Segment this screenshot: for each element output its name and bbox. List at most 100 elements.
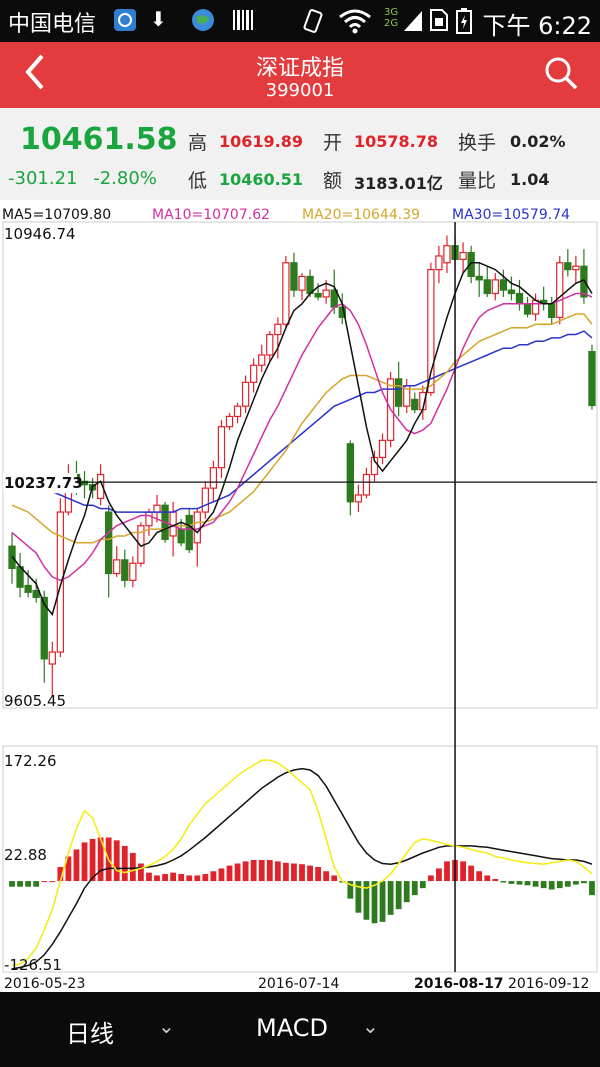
candle-body — [233, 405, 242, 418]
crosshair-value-bg — [3, 473, 77, 494]
macd-bar — [73, 849, 80, 882]
battery-icon — [456, 7, 472, 40]
macd-bar — [484, 875, 491, 882]
candle-body — [515, 292, 524, 305]
stock-chart[interactable]: MA5=10709.80 MA10=10707.62 MA20=10644.39… — [0, 200, 600, 992]
macd-bar — [162, 874, 168, 882]
candle-body — [362, 473, 371, 496]
crosshair[interactable]: 10237.73 — [3, 222, 597, 972]
candle-body — [467, 251, 475, 278]
macd-bar — [508, 881, 515, 884]
macd-bar — [556, 881, 563, 889]
candle-body — [274, 323, 282, 336]
app-header: 深证成指 399001 — [0, 42, 600, 108]
low-value: 10460.51 — [219, 170, 304, 189]
ma10-line — [11, 292, 593, 582]
search-button[interactable] — [544, 56, 578, 90]
candle-body — [475, 275, 483, 281]
candle-body — [531, 299, 540, 315]
macd-bar — [411, 881, 418, 896]
macd-bar — [178, 874, 185, 882]
volratio-label: 量比 — [458, 170, 497, 192]
macd-bar — [218, 868, 225, 882]
candle-body — [282, 262, 290, 325]
candle-body — [314, 292, 322, 298]
chevron-down-icon[interactable]: ⌄ — [362, 1014, 379, 1038]
candle-body — [217, 426, 226, 469]
bottom-bar: 日线 ⌄ MACD ⌄ — [0, 992, 600, 1067]
chevron-down-icon[interactable]: ⌄ — [158, 1014, 175, 1038]
sim-icon — [428, 7, 450, 38]
macd-bar — [460, 861, 466, 882]
open-label: 开 — [323, 132, 343, 154]
candle-body — [499, 279, 508, 291]
back-button[interactable] — [22, 52, 48, 99]
candle-body — [572, 265, 580, 271]
macd-bar — [291, 863, 297, 882]
crosshair-value-label: 10237.73 — [4, 474, 83, 492]
candle-body — [185, 514, 193, 551]
candle-body — [548, 303, 556, 319]
macd-bar — [49, 881, 56, 883]
candle-body — [588, 350, 596, 407]
macd-bar — [138, 863, 144, 882]
macd-bar — [129, 852, 136, 882]
clock: 下午 6:22 — [482, 12, 592, 40]
turnover-value: 0.02% — [510, 132, 566, 151]
candle-body — [443, 245, 451, 264]
period-selector[interactable]: 日线 — [66, 1020, 114, 1048]
macd-bar — [548, 881, 555, 890]
volratio-value: 1.04 — [510, 170, 550, 189]
change-percent: -2.80% — [93, 168, 157, 189]
macd-y-bottom-label: -126.51 — [4, 956, 62, 974]
macd-bar — [274, 861, 281, 882]
signal-bars-icon — [402, 7, 424, 38]
macd-bar — [154, 875, 160, 882]
candle-body — [411, 398, 419, 411]
candle-body — [48, 651, 56, 665]
macd-bar — [436, 868, 442, 882]
stock-code: 399001 — [265, 80, 335, 101]
date-label-3: 2016-09-12 — [508, 976, 589, 992]
dea-line — [11, 767, 593, 970]
macd-bar — [516, 881, 523, 885]
candle-body — [290, 262, 298, 291]
candle-body — [370, 456, 379, 476]
macd-bar — [266, 859, 273, 882]
globe-icon — [190, 7, 216, 38]
signal-3g2g-icon: 3G 2G — [384, 7, 399, 29]
apps-icon — [112, 7, 138, 38]
macd-bar — [234, 863, 241, 882]
candle-body — [354, 494, 363, 503]
high-label: 高 — [188, 132, 208, 154]
candle-body — [153, 504, 161, 513]
ma20-legend: MA20=10644.39 — [302, 207, 420, 223]
download-icon: ⬇ — [150, 7, 167, 31]
macd-bar — [282, 862, 289, 882]
chevron-left-icon — [25, 54, 44, 90]
candle-body — [201, 487, 210, 513]
candle-body — [40, 596, 48, 660]
macd-bar — [250, 859, 257, 882]
macd-bar — [492, 878, 499, 882]
macd-bar — [524, 881, 531, 886]
macd-bar — [363, 881, 370, 920]
indicator-selector[interactable]: MACD — [256, 1014, 328, 1042]
date-label-1: 2016-07-14 — [258, 976, 339, 992]
amount-label: 额 — [323, 170, 343, 192]
macd-bar — [500, 881, 507, 883]
quote-panel: 10461.58 -301.21 -2.80% 高 10619.89 低 104… — [0, 108, 600, 200]
macd-bar — [403, 881, 410, 903]
macd-bar — [444, 861, 450, 882]
candle-body — [523, 303, 532, 315]
macd-bar — [17, 881, 23, 887]
candle-body — [145, 511, 153, 527]
candle-body — [507, 289, 516, 295]
macd-bar — [41, 881, 48, 883]
candle-body — [177, 528, 185, 544]
candle-body — [564, 262, 572, 271]
date-label-0: 2016-05-23 — [4, 976, 85, 992]
candle-body — [435, 255, 443, 271]
wifi-icon — [338, 7, 372, 40]
candle-body — [394, 378, 403, 407]
